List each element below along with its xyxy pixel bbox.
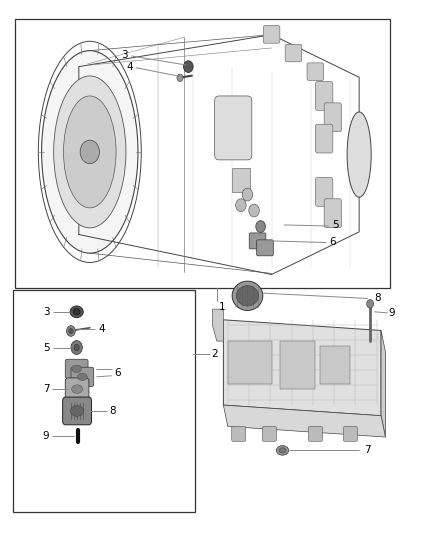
Text: 2: 2: [211, 350, 218, 359]
FancyBboxPatch shape: [315, 177, 333, 206]
Text: 1: 1: [218, 302, 225, 312]
Ellipse shape: [78, 373, 87, 381]
Circle shape: [242, 188, 253, 201]
Text: 5: 5: [332, 221, 339, 230]
Ellipse shape: [72, 365, 81, 373]
FancyBboxPatch shape: [65, 359, 88, 378]
Ellipse shape: [64, 96, 116, 208]
FancyBboxPatch shape: [262, 426, 276, 441]
FancyBboxPatch shape: [215, 96, 252, 160]
Text: 9: 9: [389, 308, 396, 318]
Circle shape: [184, 61, 193, 72]
Text: 9: 9: [42, 431, 49, 441]
Circle shape: [256, 221, 265, 232]
Text: 6: 6: [329, 237, 336, 247]
Polygon shape: [381, 330, 385, 437]
Ellipse shape: [70, 306, 83, 318]
FancyBboxPatch shape: [343, 426, 357, 441]
Bar: [280, 341, 315, 389]
Polygon shape: [223, 320, 381, 416]
Text: 7: 7: [42, 384, 49, 394]
FancyBboxPatch shape: [324, 103, 342, 132]
FancyBboxPatch shape: [315, 124, 333, 153]
Circle shape: [249, 204, 259, 217]
Text: 4: 4: [127, 62, 134, 71]
Bar: [15, 19, 390, 288]
Text: 7: 7: [364, 446, 371, 455]
Ellipse shape: [42, 51, 138, 253]
Polygon shape: [223, 405, 385, 437]
Ellipse shape: [237, 286, 258, 306]
Bar: [320, 346, 350, 384]
Polygon shape: [212, 309, 223, 341]
FancyBboxPatch shape: [263, 26, 280, 43]
Text: 6: 6: [114, 368, 121, 378]
Ellipse shape: [71, 385, 82, 393]
FancyBboxPatch shape: [249, 233, 266, 249]
FancyBboxPatch shape: [65, 378, 89, 400]
Text: 5: 5: [43, 343, 50, 352]
FancyBboxPatch shape: [285, 44, 302, 62]
Circle shape: [74, 344, 79, 351]
Ellipse shape: [73, 309, 80, 315]
Circle shape: [67, 326, 75, 336]
Text: 4: 4: [99, 325, 106, 334]
FancyBboxPatch shape: [308, 426, 322, 441]
Bar: [13, 290, 195, 512]
Circle shape: [71, 341, 82, 354]
Circle shape: [69, 328, 73, 334]
Ellipse shape: [71, 406, 84, 416]
FancyBboxPatch shape: [232, 426, 246, 441]
Circle shape: [236, 199, 246, 212]
FancyBboxPatch shape: [63, 397, 92, 425]
Ellipse shape: [53, 76, 126, 228]
Text: 8: 8: [110, 406, 117, 416]
Ellipse shape: [347, 112, 371, 197]
Ellipse shape: [232, 281, 263, 310]
Ellipse shape: [279, 448, 286, 453]
FancyBboxPatch shape: [307, 63, 324, 80]
Bar: [232, 168, 250, 192]
FancyBboxPatch shape: [71, 367, 94, 386]
FancyBboxPatch shape: [257, 240, 273, 256]
Text: 3: 3: [43, 307, 50, 317]
Circle shape: [367, 300, 374, 308]
Circle shape: [177, 74, 183, 82]
Text: 8: 8: [374, 294, 381, 303]
Text: 3: 3: [121, 50, 128, 60]
Ellipse shape: [276, 446, 289, 455]
Circle shape: [80, 140, 99, 164]
FancyBboxPatch shape: [324, 199, 342, 228]
FancyBboxPatch shape: [315, 82, 333, 110]
Bar: [228, 341, 272, 384]
